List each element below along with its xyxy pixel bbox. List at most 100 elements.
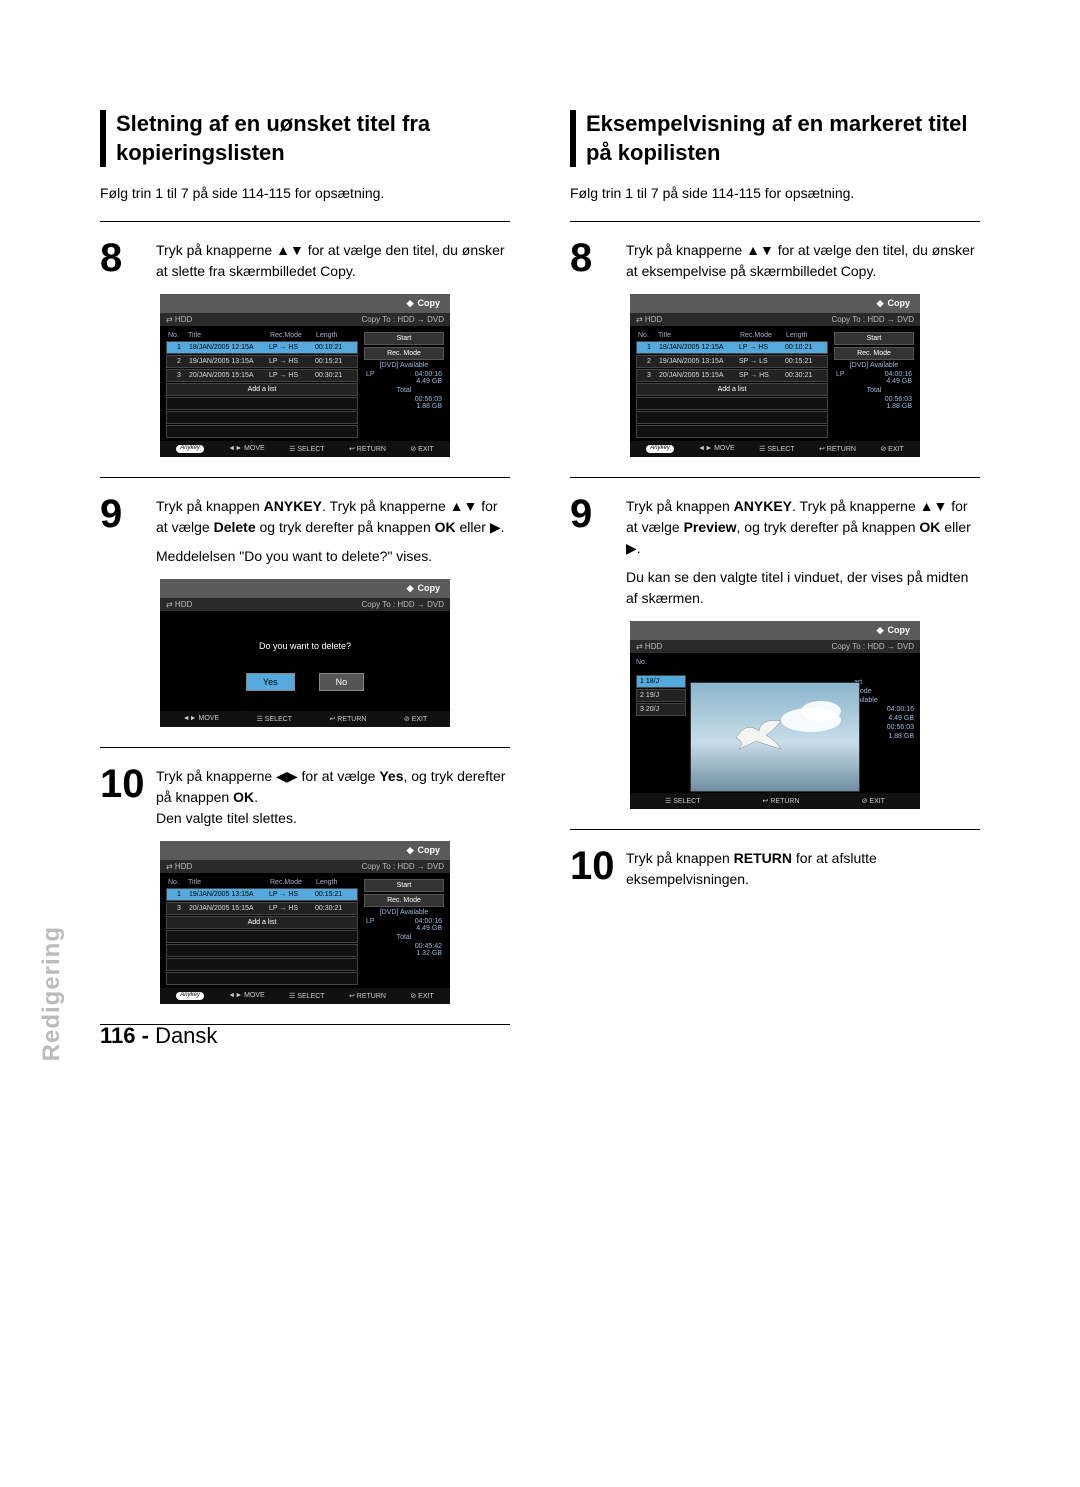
start-btn: Start [834,332,914,345]
foot-return: ↩ RETURN [763,797,800,805]
lp-size: 4.49 GB [416,925,442,932]
page-number: 116 - Dansk [100,1023,217,1049]
left-step-10: 10 Tryk på knapperne ◀▶ for at vælge Yes… [100,766,510,829]
mini-row: 1 18/J [636,675,686,688]
r-lpg: 4.49 GB [888,715,914,722]
step-number: 8 [100,240,146,282]
r-totg: 1.88 GB [888,733,914,740]
divider [100,747,510,748]
tv-right-9: Copy ⇄ HDDCopy To : HDD → DVD No. 1 18/J… [630,621,920,809]
add-row: Add a list [166,916,358,929]
tv-left-8: Copy ⇄ HDDCopy To : HDD → DVD No.TitleRe… [160,294,450,457]
confirm-question: Do you want to delete? [180,641,430,651]
col-mode: Rec.Mode [740,332,786,339]
lp-label: LP [836,371,845,378]
ok-bold: OK [233,789,254,805]
foot-select: ☰ SELECT [257,715,292,723]
dvd-avail: [DVD] Available [834,362,914,369]
foot-exit: ⊘ EXIT [410,445,433,453]
col-title: Title [188,879,270,886]
empty-row [166,397,358,410]
txt: , og tryk derefter på knappen [737,519,920,535]
add-row: Add a list [166,383,358,396]
msg: Du kan se den valgte titel i vinduet, de… [626,567,980,609]
start-btn: Start [364,879,444,892]
mini-no: No. [636,659,914,668]
no-btn: No [319,673,365,691]
empty-row [166,930,358,943]
tv-left-10: Copy ⇄ HDDCopy To : HDD → DVD No.TitleRe… [160,841,450,1004]
table-row: 320/JAN/2005 15:15ALP → HS00:30:21 [166,902,358,915]
hdr-left: ⇄ HDD [636,642,831,651]
col-no: No. [638,332,658,339]
left-step-9: 9 Tryk på knappen ANYKEY. Tryk på knappe… [100,496,510,567]
step-text: Tryk på knapperne ▲▼ for at vælge den ti… [156,240,510,282]
lp-size: 4.49 GB [416,378,442,385]
empty-row [166,972,358,985]
anykey-bold: ANYKEY [264,498,322,514]
txt: Tryk på knappen [626,498,734,514]
foot-move: ◄► MOVE [228,992,264,1000]
total-label: Total [364,934,444,941]
hdr-left: ⇄ HDD [166,315,361,324]
return-bold: RETURN [734,850,792,866]
right-intro: Følg trin 1 til 7 på side 114-115 for op… [570,185,980,201]
col-len: Length [786,332,826,339]
left-column: Sletning af en uønsket titel fra kopieri… [100,110,510,1039]
foot-move: ◄► MOVE [183,715,219,723]
foot-exit: ⊘ EXIT [880,445,903,453]
foot-return: ↩ RETURN [819,445,856,453]
delete-bold: Delete [214,519,256,535]
lp-size: 4.49 GB [886,378,912,385]
divider [100,221,510,222]
foot-exit: ⊘ EXIT [862,797,885,805]
preview-picture [690,682,860,792]
hdr-right: Copy To : HDD → DVD [831,315,914,324]
txt: og tryk derefter på knappen [256,519,435,535]
ok-bold: OK [435,519,456,535]
total-label: Total [834,387,914,394]
yes-btn: Yes [246,673,295,691]
total-label: Total [364,387,444,394]
right-step-10: 10 Tryk på knappen RETURN for at afslutt… [570,848,980,890]
left-title: Sletning af en uønsket titel fra kopieri… [100,110,510,167]
hdr-left: ⇄ HDD [166,600,361,609]
tot-time: 00:45:42 [415,943,442,950]
anykey-pill: Anykey [176,445,204,453]
anykey-pill: Anykey [646,445,674,453]
tot-size: 1.88 GB [886,403,912,410]
foot-return: ↩ RETURN [349,992,386,1000]
lp-time: 04:00:16 [885,371,912,378]
page-num-bold: 116 - [100,1023,149,1048]
col-no: No. [168,332,188,339]
foot-move: ◄► MOVE [698,445,734,453]
anykey-bold: ANYKEY [734,498,792,514]
recmode-btn: Rec. Mode [364,894,444,907]
col-len: Length [316,879,356,886]
tv-left-9: Copy ⇄ HDDCopy To : HDD → DVD Do you wan… [160,579,450,727]
table-row: 320/JAN/2005 15:15ASP → HS00:30:21 [636,369,828,382]
right-step-9: 9 Tryk på knappen ANYKEY. Tryk på knappe… [570,496,980,609]
empty-row [166,958,358,971]
recmode-btn: Rec. Mode [834,347,914,360]
mini-row: 3 20/J [636,703,686,716]
lp-label: LP [366,918,375,925]
step-number: 9 [100,496,146,567]
txt: Tryk på knappen [626,850,734,866]
foot-move: ◄► MOVE [228,445,264,453]
txt: eller ▶. [456,519,505,535]
step-number: 10 [100,766,146,829]
table-row: 219/JAN/2005 13:15ALP → HS00:15:21 [166,355,358,368]
foot-select: ☰ SELECT [759,445,794,453]
step-text: Tryk på knapperne ▲▼ for at vælge den ti… [626,240,980,282]
preview-bold: Preview [684,519,737,535]
tv-top: Copy [160,841,450,860]
tv-top: Copy [160,579,450,598]
txt: Tryk på knappen [156,498,264,514]
tv-right-8: Copy ⇄ HDDCopy To : HDD → DVD No.TitleRe… [630,294,920,457]
right-title: Eksempelvisning af en markeret titel på … [570,110,980,167]
msg: Meddelelsen "Do you want to delete?" vis… [156,546,510,567]
hdr-right: Copy To : HDD → DVD [831,642,914,651]
lp-label: LP [366,371,375,378]
left-step-8: 8 Tryk på knapperne ▲▼ for at vælge den … [100,240,510,282]
